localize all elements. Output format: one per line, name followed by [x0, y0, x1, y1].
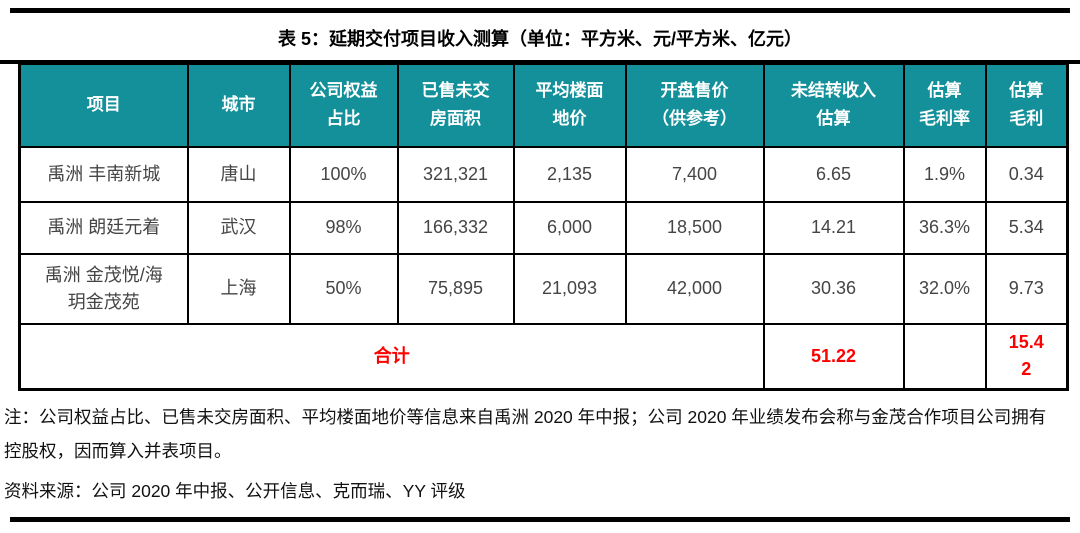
cell-margin-rate: 32.0%: [902, 252, 987, 325]
total-revenue: 51.22: [762, 322, 905, 391]
table-title: 表 5：延期交付项目收入测算（单位：平方米、元/平方米、亿元）: [277, 29, 802, 49]
header-sold-undelivered-area: 已售未交 房面积: [396, 62, 515, 148]
header-unsettled-revenue: 未结转收入 估算: [762, 62, 905, 148]
table-row: 禹洲 金茂悦/海 玥金茂苑 上海 50% 75,895 21,093 42,00…: [18, 252, 1069, 325]
cell-city: 武汉: [186, 200, 291, 255]
revenue-estimation-table: 项目 城市 公司权益 占比 已售未交 房面积 平均楼面 地价 开盘售价 （供参考…: [18, 62, 1069, 391]
cell-project: 禹洲 金茂悦/海 玥金茂苑: [18, 252, 189, 325]
cell-city: 唐山: [186, 145, 291, 203]
cell-margin-rate: 1.9%: [902, 145, 987, 203]
table-footnote: 注：公司权益占比、已售未交房面积、平均楼面地价等信息来自禹洲 2020 年中报；…: [4, 407, 1047, 461]
cell-project: 禹洲 丰南新城: [18, 145, 189, 203]
cell-floor-price: 6,000: [512, 200, 627, 255]
total-label: 合计: [18, 322, 765, 391]
table-row: 禹洲 朗廷元着 武汉 98% 166,332 6,000 18,500 14.2…: [18, 200, 1069, 255]
cell-floor-price: 21,093: [512, 252, 627, 325]
cell-revenue: 14.21: [762, 200, 905, 255]
header-project: 项目: [18, 62, 189, 148]
data-source-line: 资料来源：公司 2020 年中报、公开信息、克而瑞、YY 评级: [4, 481, 466, 501]
cell-margin-rate: 36.3%: [902, 200, 987, 255]
cell-opening-price: 18,500: [624, 200, 765, 255]
header-gross-profit: 估算 毛利: [984, 62, 1069, 148]
table-row: 禹洲 丰南新城 唐山 100% 321,321 2,135 7,400 6.65…: [18, 145, 1069, 203]
table-total-row: 合计 51.22 15.42: [18, 322, 1069, 391]
total-profit: 15.42: [984, 322, 1069, 391]
cell-profit: 9.73: [984, 252, 1069, 325]
header-gross-margin-rate: 估算 毛利率: [902, 62, 987, 148]
cell-revenue: 6.65: [762, 145, 905, 203]
header-avg-floor-price: 平均楼面 地价: [512, 62, 627, 148]
cell-equity-ratio: 100%: [288, 145, 399, 203]
cell-equity-ratio: 98%: [288, 200, 399, 255]
cell-profit: 5.34: [984, 200, 1069, 255]
cell-profit: 0.34: [984, 145, 1069, 203]
total-margin-rate: [902, 322, 987, 391]
cell-floor-price: 2,135: [512, 145, 627, 203]
cell-area: 321,321: [396, 145, 515, 203]
header-opening-price: 开盘售价 （供参考）: [624, 62, 765, 148]
cell-opening-price: 42,000: [624, 252, 765, 325]
cell-area: 75,895: [396, 252, 515, 325]
total-profit-value: 15.42: [1008, 332, 1044, 380]
cell-revenue: 30.36: [762, 252, 905, 325]
cell-project: 禹洲 朗廷元着: [18, 200, 189, 255]
cell-area: 166,332: [396, 200, 515, 255]
cell-opening-price: 7,400: [624, 145, 765, 203]
bottom-divider: [10, 517, 1070, 522]
header-city: 城市: [186, 62, 291, 148]
header-equity-ratio: 公司权益 占比: [288, 62, 399, 148]
cell-city: 上海: [186, 252, 291, 325]
table-header-row: 项目 城市 公司权益 占比 已售未交 房面积 平均楼面 地价 开盘售价 （供参考…: [18, 62, 1069, 148]
cell-equity-ratio: 50%: [288, 252, 399, 325]
top-divider: [10, 8, 1070, 13]
